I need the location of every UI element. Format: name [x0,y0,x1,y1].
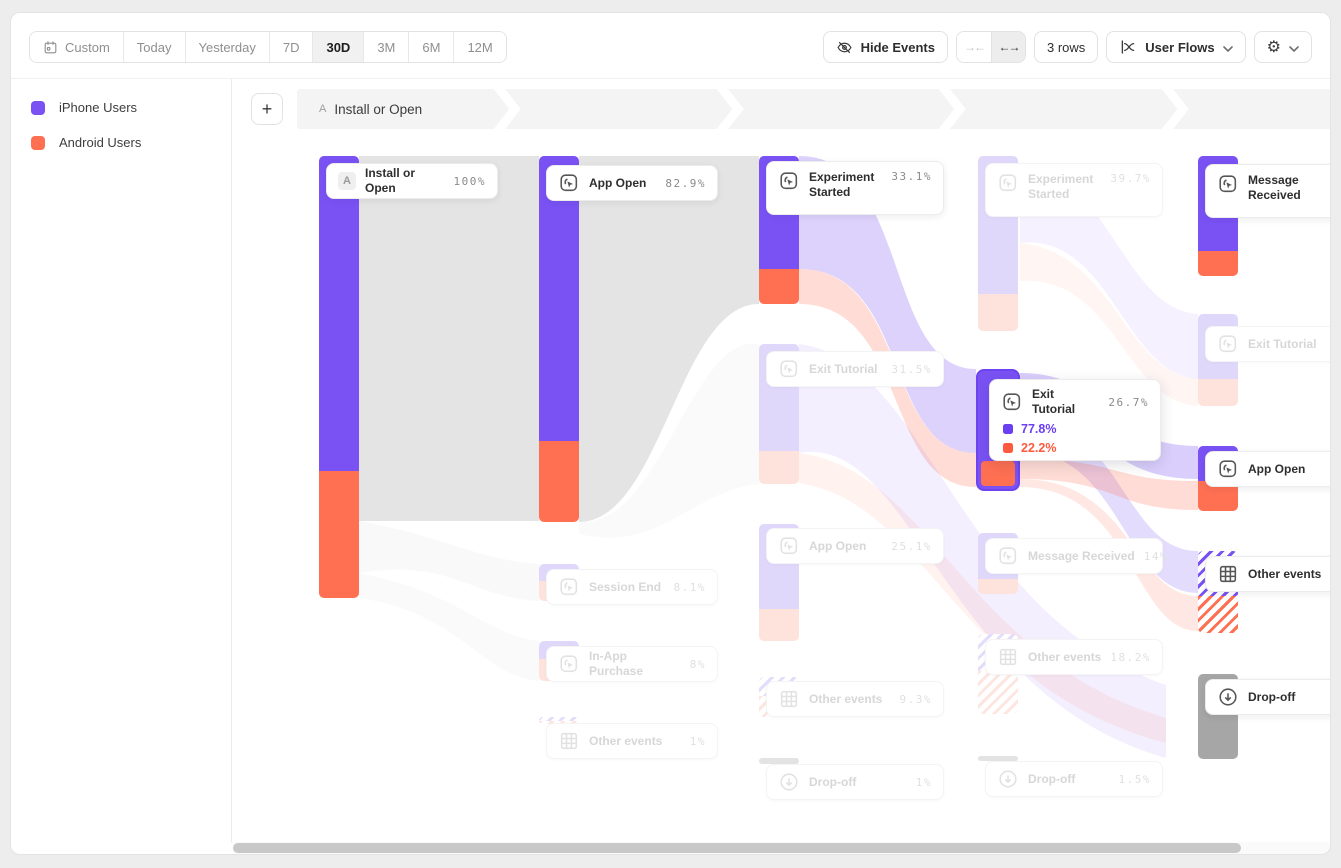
drop-off-icon [778,771,800,793]
legend-label: iPhone Users [59,100,138,115]
node-card-in-app-purchase[interactable]: In-App Purchase 8% [546,646,718,682]
tooltip-breakdown-android: 22.2% [1001,441,1149,455]
hide-events-button[interactable]: Hide Events [822,31,948,63]
date-range-7d[interactable]: 7D [269,32,314,62]
purple-swatch [1003,424,1013,434]
date-range-6m[interactable]: 6M [409,32,455,62]
node-bar-drop-off-2[interactable] [978,756,1018,761]
horizontal-scrollbar[interactable] [233,842,1330,854]
rows-button[interactable]: 3 rows [1034,31,1099,63]
orange-swatch [1003,443,1013,453]
legend-swatch-orange [31,135,45,150]
event-click-icon [1001,391,1023,413]
node-bar-install-or-open[interactable] [319,156,359,598]
node-card-install-or-open[interactable]: A Install or Open 100% [326,163,498,199]
event-click-icon [1217,173,1239,195]
date-range-12m[interactable]: 12M [454,32,506,62]
main-card: Custom Today Yesterday 7D 30D 3M 6M 12M … [10,12,1331,855]
breadcrumb-step-label: Install or Open [334,101,423,117]
chevron-down-icon [1289,40,1299,55]
date-range-30d[interactable]: 30D [313,32,365,62]
node-card-drop-off-3[interactable]: Drop-off [1205,679,1330,715]
node-card-other-events-4[interactable]: Other events [1205,556,1330,592]
drop-off-icon [997,768,1019,790]
date-range-today[interactable]: Today [123,32,186,62]
add-step-button[interactable]: + [251,93,283,125]
node-bar-other-events[interactable] [539,717,579,724]
calendar-icon [43,40,58,55]
node-card-other-events[interactable]: Other events 1% [546,723,718,759]
grid-icon [778,688,800,710]
hide-events-label: Hide Events [860,39,935,55]
date-range-yesterday[interactable]: Yesterday [185,32,270,62]
view-selector[interactable]: User Flows [1106,31,1246,63]
eye-off-icon [836,39,853,56]
flow-chart-icon [1119,38,1137,56]
node-card-other-events-3[interactable]: Other events 18.2% [985,639,1163,675]
node-card-exit-tutorial[interactable]: Exit Tutorial 31.5% [766,351,944,387]
drop-off-icon [1217,686,1239,708]
view-selector-label: User Flows [1145,39,1215,55]
breadcrumb-step-badge: A [319,103,327,115]
breadcrumb[interactable]: A Install or Open [297,89,1330,129]
legend-label: Android Users [59,135,142,150]
event-click-icon [778,170,800,192]
user-flows-chart: A Install or Open 100% App Open 82.9% Se… [11,13,1330,854]
event-click-icon [1217,333,1239,355]
gear-icon: ⚙ [1266,39,1281,56]
node-card-drop-off-2[interactable]: Drop-off 1.5% [985,761,1163,797]
legend-item-android-users[interactable]: Android Users [31,135,141,150]
node-card-drop-off[interactable]: Drop-off 1% [766,764,944,800]
node-card-exit-tutorial-2[interactable]: Exit Tutorial [1205,326,1330,362]
date-range-3m[interactable]: 3M [364,32,410,62]
event-click-icon [778,358,800,380]
event-click-icon [1217,458,1239,480]
width-toggle-group: →← ←→ [956,31,1026,63]
node-card-session-end[interactable]: Session End 8.1% [546,569,718,605]
node-bar-drop-off[interactable] [759,758,799,764]
scrollbar-thumb[interactable] [233,843,1241,853]
step-a-badge: A [338,172,356,190]
toolbar-right: Hide Events →← ←→ 3 rows User Flows ⚙ [822,31,1312,63]
event-click-icon [778,535,800,557]
grid-icon [997,646,1019,668]
event-click-icon [558,172,580,194]
rows-label: 3 rows [1047,39,1086,55]
collapse-columns-button[interactable]: →← [957,32,991,62]
grid-icon [558,730,580,752]
event-click-icon [558,653,580,675]
node-card-app-open[interactable]: App Open 82.9% [546,165,718,201]
expand-columns-button[interactable]: ←→ [991,32,1025,62]
hover-tooltip-exit-tutorial: Exit Tutorial 26.7% 77.8% 22.2% [989,379,1161,461]
date-range-custom[interactable]: Custom [30,32,124,62]
tooltip-breakdown-iphone: 77.8% [1001,422,1149,436]
legend-item-iphone-users[interactable]: iPhone Users [31,100,137,115]
grid-icon [1217,563,1239,585]
node-card-app-open-2[interactable]: App Open 25.1% [766,528,944,564]
chevron-down-icon [1222,40,1233,55]
node-bar-app-open[interactable] [539,156,579,522]
event-click-icon [997,545,1019,567]
node-card-other-events-2[interactable]: Other events 9.3% [766,681,944,717]
node-card-app-open-3[interactable]: App Open [1205,451,1330,487]
node-card-message-received-2[interactable]: Message Received [1205,164,1330,218]
node-card-experiment-started-2[interactable]: Experiment Started 39.7% [985,163,1163,217]
toolbar: Custom Today Yesterday 7D 30D 3M 6M 12M … [11,13,1330,79]
settings-dropdown[interactable]: ⚙ [1253,31,1312,63]
date-range-group: Custom Today Yesterday 7D 30D 3M 6M 12M [29,31,507,63]
sidebar-divider [231,79,232,843]
node-card-experiment-started[interactable]: Experiment Started 33.1% [766,161,944,215]
event-click-icon [558,576,580,598]
node-card-message-received[interactable]: Message Received 14% [985,538,1167,574]
legend-swatch-purple [31,100,45,115]
event-click-icon [997,172,1019,194]
date-range-label: Custom [65,39,110,55]
